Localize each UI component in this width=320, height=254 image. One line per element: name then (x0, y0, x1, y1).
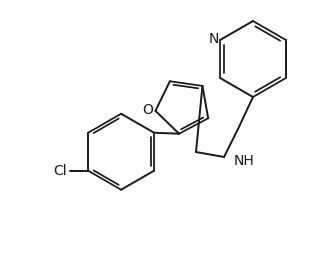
Text: N: N (209, 32, 219, 46)
Text: O: O (142, 103, 153, 117)
Text: Cl: Cl (53, 164, 67, 178)
Text: NH: NH (234, 154, 255, 168)
